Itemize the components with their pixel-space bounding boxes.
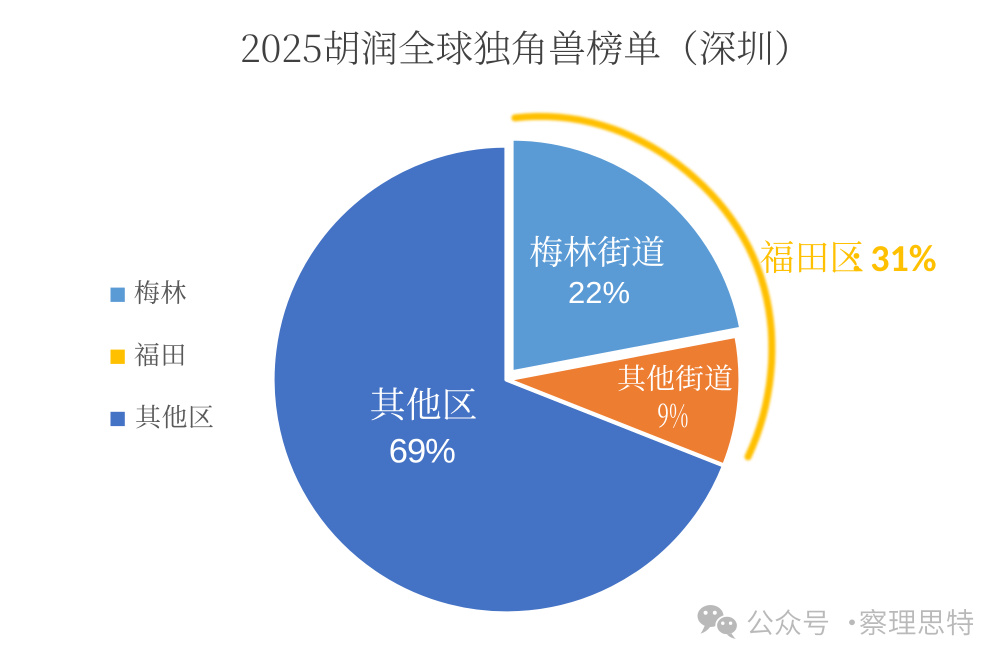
svg-text:69%: 69% bbox=[389, 432, 455, 470]
svg-text:22%: 22% bbox=[568, 275, 630, 310]
